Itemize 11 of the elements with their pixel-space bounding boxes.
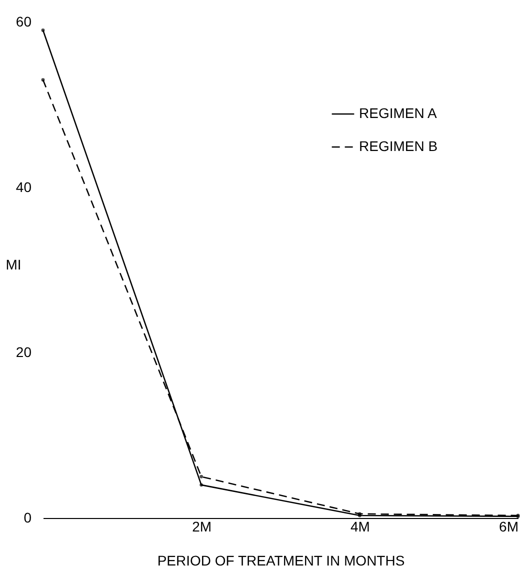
legend-label: REGIMEN A — [359, 105, 438, 121]
x-axis-title: PERIOD OF TREATMENT IN MONTHS — [157, 552, 405, 568]
legend-label: REGIMEN B — [359, 138, 438, 154]
x-tick-label: 6M — [499, 518, 518, 534]
y-tick-label: 60 — [16, 14, 32, 30]
y-axis-title: MI — [6, 256, 22, 272]
y-tick-label: 0 — [24, 510, 32, 526]
y-tick-label: 20 — [16, 344, 32, 360]
y-tick-label: 40 — [16, 178, 32, 195]
x-tick-label: 4M — [350, 518, 370, 534]
x-tick-label: 2M — [192, 518, 212, 534]
